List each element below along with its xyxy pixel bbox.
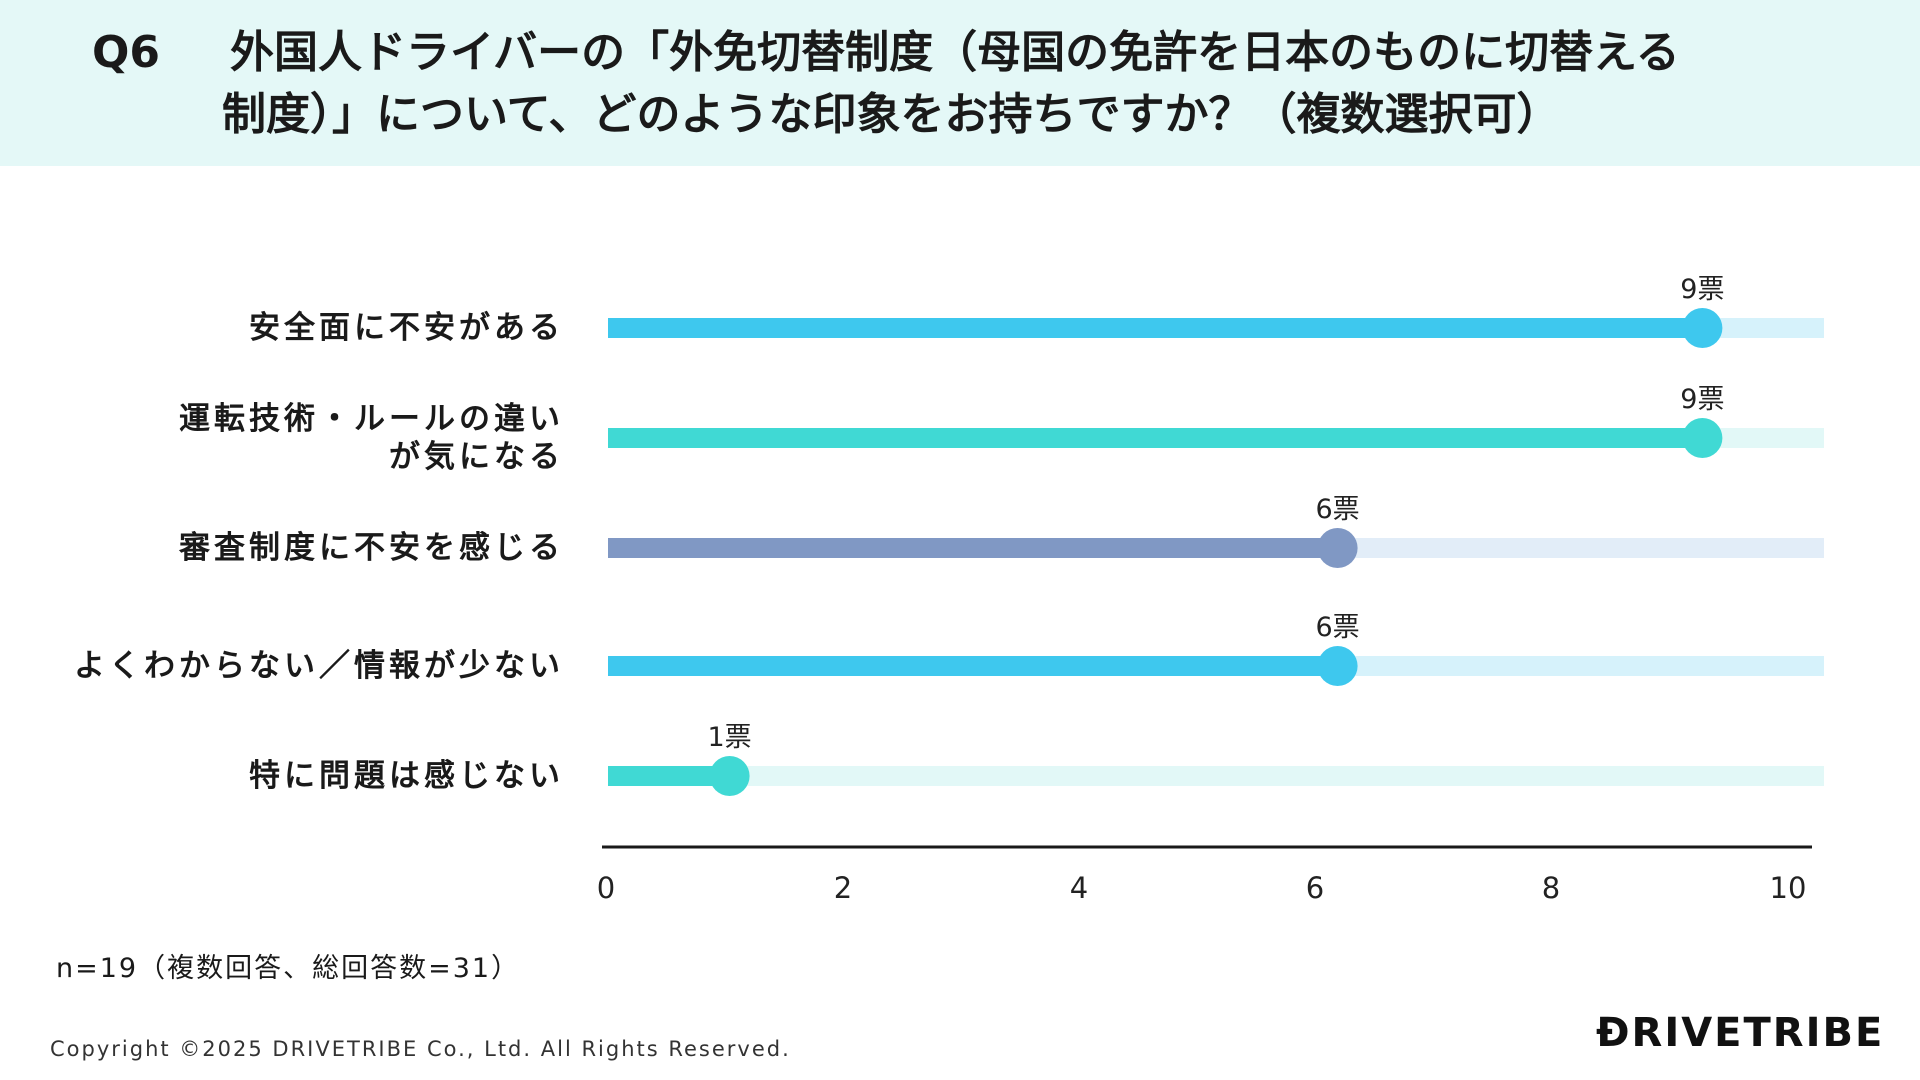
bar-end-marker	[1682, 308, 1723, 348]
data-label: 6票	[1316, 612, 1360, 643]
question-text-line2: 制度）」について、どのような印象をお持ちですか？（複数選択可）	[222, 89, 1561, 140]
bar-end-marker	[1317, 528, 1358, 568]
x-tick-label: 4	[1070, 871, 1088, 905]
category-label: 安全面に不安がある	[249, 310, 564, 346]
question-text-line1: 外国人ドライバーの「外免切替制度（母国の免許を日本のものに切替える	[230, 27, 1680, 78]
data-label: 9票	[1680, 274, 1724, 305]
category-label: 特に問題は感じない	[249, 758, 564, 794]
question-header: Q6 外国人ドライバーの「外免切替制度（母国の免許を日本のものに切替える 制度）…	[0, 0, 1920, 166]
bar-end-marker	[1317, 646, 1358, 686]
x-tick-label: 2	[834, 871, 852, 905]
data-label: 6票	[1316, 494, 1360, 525]
question-number: Q6	[92, 27, 161, 78]
data-label: 1票	[708, 722, 752, 753]
x-tick-label: 8	[1542, 871, 1560, 905]
copyright-text: Copyright ©2025 DRIVETRIBE Co., Ltd. All…	[50, 1037, 791, 1061]
x-tick-label: 6	[1306, 871, 1324, 905]
bar-end-marker	[709, 756, 750, 796]
category-label: が気になる	[389, 439, 564, 475]
category-label: よくわからない／情報が少ない	[74, 648, 564, 684]
category-label: 審査制度に不安を感じる	[178, 530, 564, 566]
x-tick-label: 0	[597, 871, 615, 905]
sample-size-note: n=19（複数回答、総回答数=31）	[56, 953, 521, 984]
x-tick-label: 10	[1770, 871, 1807, 905]
category-label: 運転技術・ルールの違い	[179, 401, 564, 437]
data-label: 9票	[1680, 384, 1724, 415]
bar-end-marker	[1682, 418, 1723, 458]
drivetribe-logo: ƉRIVETRIBE	[1596, 1010, 1885, 1056]
